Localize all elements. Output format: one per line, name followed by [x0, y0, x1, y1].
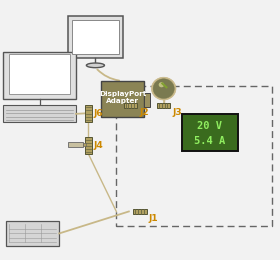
Bar: [67, 142, 83, 147]
Circle shape: [151, 77, 176, 100]
Bar: [83, 143, 86, 146]
Bar: [85, 137, 92, 154]
Bar: [144, 93, 150, 107]
Text: J2: J2: [139, 107, 149, 116]
Bar: [3, 53, 76, 99]
Text: J1: J1: [149, 213, 158, 223]
Circle shape: [159, 82, 164, 87]
Bar: [133, 209, 147, 214]
Text: 20 V: 20 V: [197, 121, 222, 131]
Text: DisplayPort
Adapter: DisplayPort Adapter: [99, 91, 146, 104]
Bar: [6, 220, 59, 246]
Bar: [72, 20, 119, 54]
Bar: [9, 54, 70, 94]
Text: 5.4 A: 5.4 A: [194, 135, 225, 146]
Text: J4: J4: [94, 141, 104, 150]
Bar: [67, 16, 123, 57]
Bar: [157, 103, 170, 108]
Text: J6: J6: [94, 109, 103, 118]
Bar: [123, 103, 137, 108]
Bar: [116, 86, 272, 226]
Bar: [182, 114, 237, 151]
Circle shape: [153, 79, 174, 99]
Bar: [101, 81, 144, 117]
Bar: [3, 106, 76, 122]
Ellipse shape: [86, 63, 104, 68]
Text: J3: J3: [172, 107, 182, 116]
Bar: [85, 105, 92, 122]
